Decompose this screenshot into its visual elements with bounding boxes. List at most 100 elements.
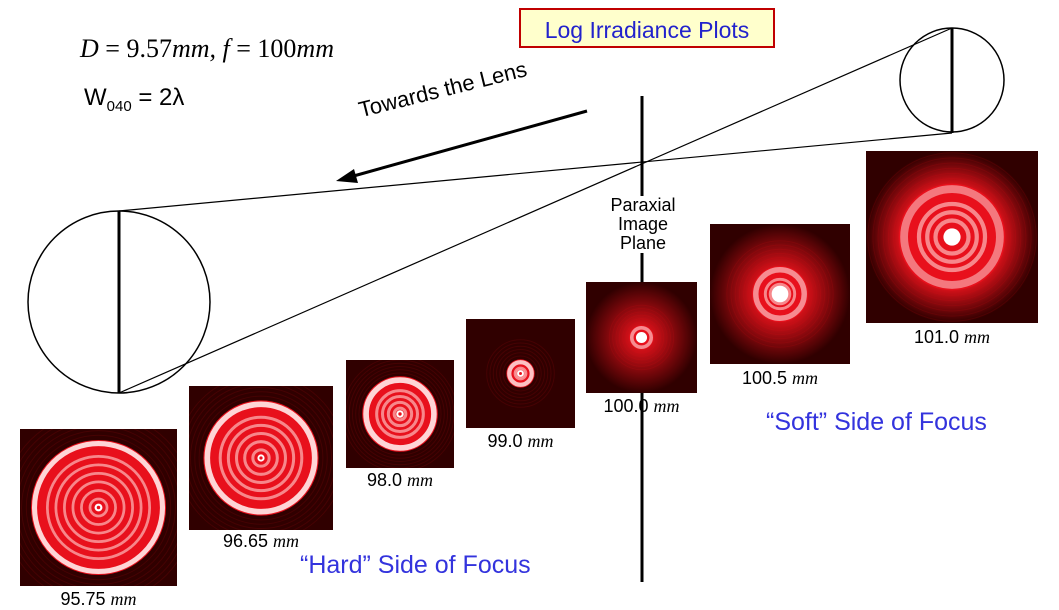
inner-ring bbox=[63, 472, 134, 543]
inner-ring bbox=[380, 394, 420, 434]
outer-fringe-ring bbox=[872, 157, 1032, 317]
inner-ring bbox=[54, 463, 143, 552]
outer-fringe-ring bbox=[622, 318, 661, 357]
soft-side-label: “Soft” Side of Focus bbox=[766, 408, 987, 436]
spot-center-dot bbox=[639, 335, 644, 340]
outer-fringe-ring bbox=[21, 430, 176, 585]
outer-fringe-ring bbox=[194, 391, 328, 525]
plot-unit: mm bbox=[792, 368, 819, 388]
inner-ring bbox=[235, 432, 287, 484]
aperture-focal-params: D = 9.57mm, f = 100mm bbox=[80, 34, 334, 64]
outer-fringe-ring bbox=[893, 178, 1011, 296]
plot-unit: mm bbox=[110, 589, 137, 609]
ray-lower-to-upper bbox=[118, 27, 953, 394]
plot-value: 98.0 bbox=[366, 470, 403, 490]
inner-ring bbox=[933, 218, 971, 256]
plot-caption-101-0: 101.0 mm bbox=[866, 327, 1038, 348]
inner-ring bbox=[513, 366, 528, 381]
spot-center-dot bbox=[948, 233, 956, 241]
paraxial-label-line-3: Plane bbox=[619, 233, 667, 253]
plot-unit: mm bbox=[407, 470, 434, 490]
outer-fringe-ring bbox=[877, 162, 1027, 312]
d-value: = 9.57 bbox=[105, 34, 172, 63]
paraxial-label-line-2: Image bbox=[617, 214, 669, 234]
w-subscript: 040 bbox=[106, 97, 132, 115]
outer-fringe-ring bbox=[25, 434, 172, 581]
outer-fringe-ring bbox=[625, 321, 658, 354]
spot-bright-rim bbox=[31, 440, 166, 575]
spot-bright-rim bbox=[753, 267, 807, 321]
outer-fringe-ring bbox=[882, 167, 1022, 307]
ray-upper-to-lower bbox=[118, 132, 953, 212]
outer-fringe-ring bbox=[486, 339, 555, 408]
plot-value: 100.5 bbox=[741, 368, 788, 388]
spot-bright-rim bbox=[363, 377, 437, 451]
spot-bright-rim bbox=[204, 401, 318, 515]
outer-fringe-ring bbox=[348, 362, 452, 466]
inner-ring bbox=[218, 415, 304, 501]
plot-caption-99-0: 99.0 mm bbox=[466, 431, 575, 452]
plot-unit: mm bbox=[964, 327, 991, 347]
paraxial-image-plane-label: Paraxial Image Plane bbox=[588, 196, 698, 253]
plot-caption-95-75: 95.75 mm bbox=[20, 589, 177, 610]
inner-ring bbox=[916, 201, 988, 273]
outer-fringe-ring bbox=[355, 369, 445, 459]
inner-ring bbox=[45, 454, 152, 561]
inner-ring bbox=[71, 480, 126, 535]
irradiance-plot-100-0 bbox=[586, 282, 697, 393]
inner-ring bbox=[763, 277, 797, 311]
irradiance-plot-96-65 bbox=[189, 386, 333, 530]
towards-lens-arrow-shaft bbox=[349, 109, 588, 179]
aberration-coefficient: W040 = 2λ bbox=[84, 84, 184, 115]
outer-fringe-ring bbox=[189, 386, 333, 530]
spot-center-dot bbox=[398, 412, 402, 416]
hard-side-label: “Hard” Side of Focus bbox=[300, 551, 531, 579]
plot-unit: mm bbox=[527, 431, 554, 451]
plot-value: 100.0 bbox=[603, 396, 649, 416]
f-unit: mm bbox=[296, 34, 334, 63]
plot-unit: mm bbox=[273, 531, 300, 551]
inner-ring bbox=[925, 210, 979, 264]
outer-fringe-ring bbox=[726, 240, 834, 348]
irradiance-plot-95-75 bbox=[20, 429, 177, 586]
paraxial-label-line-1: Paraxial bbox=[610, 195, 676, 215]
outer-fringe-ring bbox=[502, 355, 539, 392]
outer-fringe-ring bbox=[734, 248, 826, 340]
d-unit: mm, bbox=[171, 34, 217, 63]
d-label: D bbox=[80, 34, 99, 63]
outer-fringe-ring bbox=[730, 244, 830, 344]
plot-caption-98-0: 98.0 mm bbox=[346, 470, 454, 491]
spot-center-dot bbox=[519, 372, 522, 375]
spot-bright-rim bbox=[629, 325, 654, 350]
outer-fringe-ring bbox=[615, 311, 668, 364]
outer-fringe-ring bbox=[867, 152, 1037, 322]
outer-fringe-ring bbox=[612, 308, 671, 367]
irradiance-plot-100-5 bbox=[710, 224, 850, 364]
plot-value: 95.75 bbox=[60, 589, 106, 609]
plot-caption-100-0: 100.0 mm bbox=[586, 396, 697, 417]
plot-value: 99.0 bbox=[487, 431, 523, 451]
outer-fringe-ring bbox=[198, 395, 324, 521]
plot-value: 101.0 bbox=[913, 327, 960, 347]
plot-caption-100-5: 100.5 mm bbox=[710, 368, 850, 389]
w-label: W bbox=[84, 84, 107, 111]
outer-fringe-ring bbox=[358, 372, 442, 456]
title-box: Log Irradiance Plots bbox=[519, 8, 775, 48]
plot-value: 96.65 bbox=[222, 531, 269, 551]
inner-ring bbox=[226, 423, 296, 493]
outer-fringe-ring bbox=[492, 345, 549, 402]
outer-fringe-ring bbox=[608, 304, 675, 371]
spot-bright-rim bbox=[900, 185, 1004, 289]
spot-bright-rim bbox=[507, 360, 534, 387]
outer-fringe-ring bbox=[499, 352, 542, 395]
spot-center-dot bbox=[776, 290, 784, 298]
inner-ring bbox=[251, 448, 271, 468]
f-label: f bbox=[222, 34, 230, 63]
outer-fringe-ring bbox=[351, 365, 449, 463]
f-value: = 100 bbox=[236, 34, 297, 63]
outer-fringe-ring bbox=[747, 261, 813, 327]
inner-ring bbox=[243, 440, 279, 476]
outer-fringe-ring bbox=[618, 314, 665, 361]
irradiance-plot-101-0 bbox=[866, 151, 1038, 323]
